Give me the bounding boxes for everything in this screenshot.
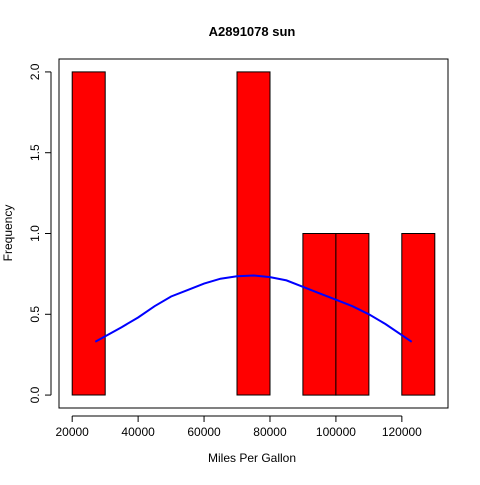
histogram-bar-5 bbox=[236, 71, 271, 396]
histogram-bar-10 bbox=[401, 233, 436, 396]
x-tick-label-4: 100000 bbox=[316, 425, 356, 439]
y-axis: 0.0 0.5 1.0 1.5 2.0 bbox=[28, 63, 52, 403]
density-curve-group bbox=[94, 274, 413, 343]
y-axis-label: Frequency bbox=[1, 205, 15, 262]
y-tick-label-1: 0.5 bbox=[28, 306, 42, 323]
y-tick-label-0: 0.0 bbox=[28, 386, 42, 403]
density-curve bbox=[94, 274, 413, 343]
x-axis: 20000 40000 60000 80000 100000 120000 bbox=[55, 415, 422, 439]
histogram-bar-0 bbox=[71, 71, 106, 396]
x-axis-label: Miles Per Gallon bbox=[208, 451, 296, 465]
histogram-bar-7 bbox=[302, 233, 337, 396]
chart-title: A2891078 sun bbox=[209, 24, 296, 39]
histogram-bar-8 bbox=[335, 233, 370, 396]
y-tick-label-2: 1.0 bbox=[28, 225, 42, 242]
x-tick-label-5: 120000 bbox=[382, 425, 422, 439]
bars-group bbox=[71, 71, 436, 396]
x-tick-label-0: 20000 bbox=[55, 425, 89, 439]
x-tick-label-3: 80000 bbox=[253, 425, 287, 439]
y-tick-label-3: 1.5 bbox=[28, 144, 42, 161]
x-tick-label-1: 40000 bbox=[121, 425, 155, 439]
plot-frame bbox=[58, 58, 449, 409]
x-tick-label-2: 60000 bbox=[187, 425, 221, 439]
y-tick-label-4: 2.0 bbox=[28, 63, 42, 80]
